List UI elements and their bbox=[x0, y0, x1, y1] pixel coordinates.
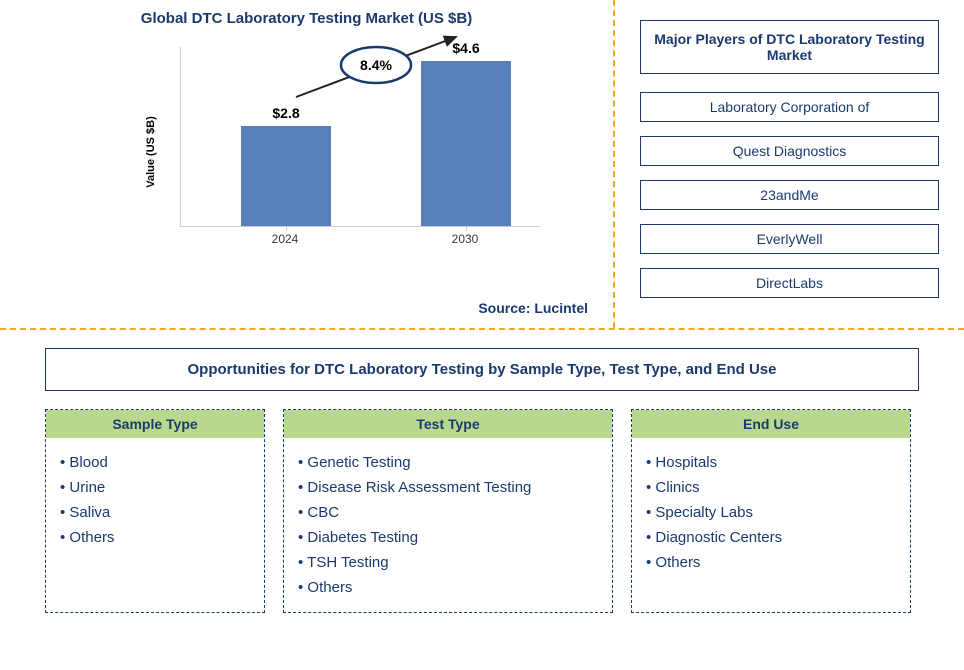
list-item: CBC bbox=[298, 500, 598, 525]
list-item: Saliva bbox=[60, 500, 250, 525]
list-item: TSH Testing bbox=[298, 550, 598, 575]
player-item: Laboratory Corporation of bbox=[640, 92, 939, 122]
bar-2024 bbox=[241, 126, 331, 226]
list-item: Others bbox=[298, 575, 598, 600]
x-tick-2024: 2024 bbox=[240, 232, 330, 246]
player-item: 23andMe bbox=[640, 180, 939, 210]
category-header: Sample Type bbox=[46, 410, 264, 438]
category-end-use: End Use Hospitals Clinics Specialty Labs… bbox=[631, 409, 911, 613]
category-list: Blood Urine Saliva Others bbox=[46, 438, 264, 562]
category-header: End Use bbox=[632, 410, 910, 438]
category-sample-type: Sample Type Blood Urine Saliva Others bbox=[45, 409, 265, 613]
bottom-region: Opportunities for DTC Laboratory Testing… bbox=[0, 330, 964, 631]
list-item: Diagnostic Centers bbox=[646, 525, 896, 550]
list-item: Hospitals bbox=[646, 450, 896, 475]
list-item: Urine bbox=[60, 475, 250, 500]
bar-chart: Value (US $B) $2.8 $4.6 8.4% bbox=[150, 37, 570, 267]
list-item: Diabetes Testing bbox=[298, 525, 598, 550]
players-panel: Major Players of DTC Laboratory Testing … bbox=[615, 0, 964, 328]
list-item: Genetic Testing bbox=[298, 450, 598, 475]
players-title: Major Players of DTC Laboratory Testing … bbox=[640, 20, 939, 74]
plot-area: $2.8 $4.6 8.4% bbox=[180, 47, 540, 227]
categories-row: Sample Type Blood Urine Saliva Others Te… bbox=[45, 409, 919, 613]
opportunities-title: Opportunities for DTC Laboratory Testing… bbox=[45, 348, 919, 391]
category-list: Genetic Testing Disease Risk Assessment … bbox=[284, 438, 612, 612]
growth-arrow: 8.4% bbox=[276, 22, 476, 112]
player-item: EverlyWell bbox=[640, 224, 939, 254]
category-header: Test Type bbox=[284, 410, 612, 438]
player-item: Quest Diagnostics bbox=[640, 136, 939, 166]
x-tick-mark bbox=[286, 226, 287, 231]
list-item: Clinics bbox=[646, 475, 896, 500]
list-item: Others bbox=[60, 525, 250, 550]
list-item: Disease Risk Assessment Testing bbox=[298, 475, 598, 500]
source-label: Source: Lucintel bbox=[478, 300, 588, 316]
top-region: Global DTC Laboratory Testing Market (US… bbox=[0, 0, 964, 330]
category-list: Hospitals Clinics Specialty Labs Diagnos… bbox=[632, 438, 910, 587]
list-item: Others bbox=[646, 550, 896, 575]
y-axis-label: Value (US $B) bbox=[145, 116, 157, 188]
player-item: DirectLabs bbox=[640, 268, 939, 298]
category-test-type: Test Type Genetic Testing Disease Risk A… bbox=[283, 409, 613, 613]
list-item: Specialty Labs bbox=[646, 500, 896, 525]
growth-rate-label: 8.4% bbox=[360, 57, 392, 73]
chart-panel: Global DTC Laboratory Testing Market (US… bbox=[0, 0, 615, 328]
x-tick-mark bbox=[466, 226, 467, 231]
x-tick-2030: 2030 bbox=[420, 232, 510, 246]
list-item: Blood bbox=[60, 450, 250, 475]
